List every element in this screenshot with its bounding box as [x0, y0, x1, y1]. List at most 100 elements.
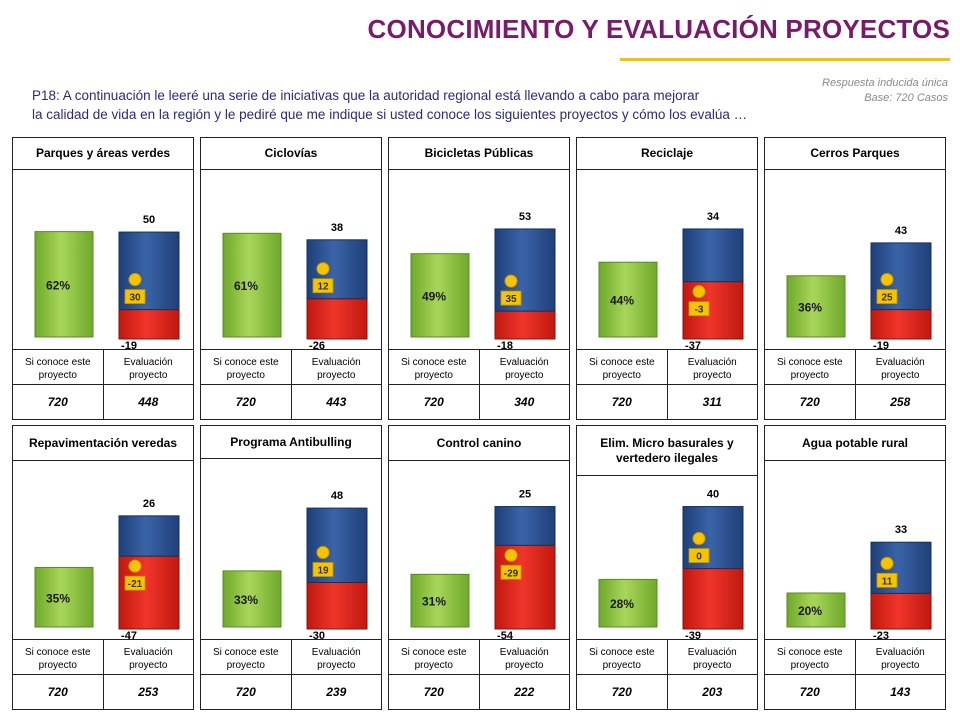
base-counts: 720 340 — [389, 384, 569, 419]
panel-title: Cerros Parques — [765, 138, 945, 170]
net-value-label: -29 — [504, 568, 519, 579]
net-value-box — [876, 289, 898, 304]
net-marker-dot — [128, 559, 142, 573]
response-type-note: Respuesta inducida única — [822, 77, 948, 89]
know-pct-label: 35% — [46, 591, 70, 605]
negative-value-label: -26 — [309, 340, 325, 349]
know-bar — [34, 231, 94, 338]
net-value-box — [500, 290, 522, 306]
base-eval-count: 340 — [478, 385, 570, 419]
net-marker-dot — [316, 546, 330, 559]
know-bar — [222, 232, 282, 338]
know-column-label: Si conoce este proyecto — [588, 647, 655, 671]
base-counts: 720 143 — [765, 674, 945, 709]
know-bar — [786, 592, 846, 628]
question-line-2: la calidad de vida en la región y le ped… — [32, 107, 748, 122]
base-eval-count: 253 — [102, 675, 194, 709]
know-pct-label: 62% — [46, 278, 70, 292]
title-underline — [620, 58, 950, 61]
know-pct-label: 36% — [798, 300, 822, 314]
negative-value-label: -23 — [873, 630, 889, 639]
evaluation-column-label: Evaluación proyecto — [478, 350, 570, 388]
column-labels: Si conoce este proyecto Evaluación proyec… — [201, 349, 381, 388]
survey-meta: Respuesta inducida única Base: 720 Casos — [822, 76, 948, 106]
evaluation-column-label: Evaluación proyecto — [478, 640, 570, 678]
negative-bar — [494, 310, 556, 340]
project-panel: Programa Antibulling 33% 48 -30 19 Si conoce … — [200, 425, 382, 710]
evaluation-column-label: Evaluación proyecto — [102, 350, 194, 388]
know-column-label: Si conoce este proyecto — [212, 647, 279, 671]
base-counts: 720 448 — [13, 384, 193, 419]
know-pct-label: 28% — [610, 597, 634, 611]
column-labels: Si conoce este proyecto Evaluación proyec… — [201, 639, 381, 678]
net-marker-dot — [128, 273, 142, 287]
column-labels: Si conoce este proyecto Evaluación proyec… — [577, 349, 757, 388]
evaluation-column-label: Evaluación proyecto — [290, 640, 382, 678]
net-value-box — [124, 289, 146, 304]
question-line-1: P18: A continuación le leeré una serie d… — [32, 88, 700, 103]
positive-value-label: 48 — [331, 490, 343, 502]
base-know-count: 720 — [611, 395, 632, 409]
base-know-count: 720 — [235, 395, 256, 409]
negative-value-label: -19 — [121, 340, 137, 349]
net-marker-dot — [880, 556, 894, 570]
panel-chart: 35% 26 -47 -21 — [34, 498, 180, 639]
positive-value-label: 43 — [895, 225, 907, 237]
know-pct-label: 49% — [422, 289, 446, 303]
net-value-label: 35 — [505, 294, 517, 305]
project-panel: Parques y áreas verdes 62% 50 -19 30 Si conoc… — [12, 137, 194, 420]
evaluation-column-label: Evaluación proyecto — [102, 640, 194, 678]
project-panel: Bicicletas Públicas 49% 53 -18 35 Si conoce e… — [388, 137, 570, 420]
negative-bar — [118, 309, 180, 340]
base-counts: 720 239 — [201, 674, 381, 709]
base-note: Base: 720 Casos — [864, 92, 948, 104]
know-column-label: Si conoce este proyecto — [588, 357, 655, 381]
base-counts: 720 311 — [577, 384, 757, 419]
base-eval-count: 222 — [478, 675, 570, 709]
negative-bar — [494, 544, 556, 630]
net-value-box — [500, 564, 522, 580]
panel-title: Repavimentación veredas — [13, 426, 193, 461]
know-bar — [222, 570, 282, 628]
project-panel: Agua potable rural 20% 33 -23 11 Si conoce es… — [764, 425, 946, 710]
column-labels: Si conoce este proyecto Evaluación proyec… — [13, 639, 193, 678]
panel-title: Bicicletas Públicas — [389, 138, 569, 170]
net-value-label: 11 — [882, 576, 893, 587]
page-title: CONOCIMIENTO Y EVALUACIÓN PROYECTOS — [367, 14, 950, 44]
net-marker-dot — [692, 532, 706, 546]
project-panel: Elim. Micro basurales y vertedero ilegal… — [576, 425, 758, 710]
base-counts: 720 203 — [577, 674, 757, 709]
negative-bar — [306, 298, 368, 340]
net-value-label: -21 — [128, 579, 143, 590]
column-labels: Si conoce este proyecto Evaluación proyec… — [389, 639, 569, 678]
panel-title: Ciclovías — [201, 138, 381, 170]
negative-bar — [306, 582, 368, 630]
base-know-count: 720 — [423, 395, 444, 409]
base-know-count: 720 — [47, 685, 68, 699]
know-bar — [410, 573, 470, 628]
positive-bar — [118, 515, 180, 557]
column-labels: Si conoce este proyecto Evaluación proyec… — [765, 349, 945, 388]
negative-bar — [682, 568, 744, 630]
net-value-box — [312, 278, 334, 294]
net-marker-dot — [316, 262, 330, 276]
panel-chart: 36% 43 -19 25 — [786, 225, 932, 349]
positive-bar — [494, 506, 556, 546]
panel-chart: 31% 25 -54 -29 — [410, 489, 556, 639]
panel-chart: 61% 38 -26 12 — [222, 222, 368, 349]
know-bar — [598, 578, 658, 628]
positive-value-label: 38 — [331, 222, 343, 234]
negative-bar — [870, 592, 932, 630]
base-counts: 720 443 — [201, 384, 381, 419]
negative-value-label: -30 — [309, 630, 325, 639]
evaluation-column-label: Evaluación proyecto — [666, 350, 758, 388]
positive-value-label: 40 — [707, 489, 719, 501]
net-marker-dot — [880, 273, 894, 287]
project-panel: Ciclovías 61% 38 -26 12 Si conoce este proyec… — [200, 137, 382, 420]
base-eval-count: 448 — [102, 385, 194, 419]
negative-value-label: -37 — [685, 340, 701, 349]
panel-chart: 28% 40 -39 0 — [598, 489, 744, 639]
project-panel: Reciclaje 44% 34 -37 -3 Si conoce este proyec… — [576, 137, 758, 420]
evaluation-column-label: Evaluación proyecto — [854, 640, 946, 678]
panel-chart: 44% 34 -37 -3 — [598, 211, 744, 349]
